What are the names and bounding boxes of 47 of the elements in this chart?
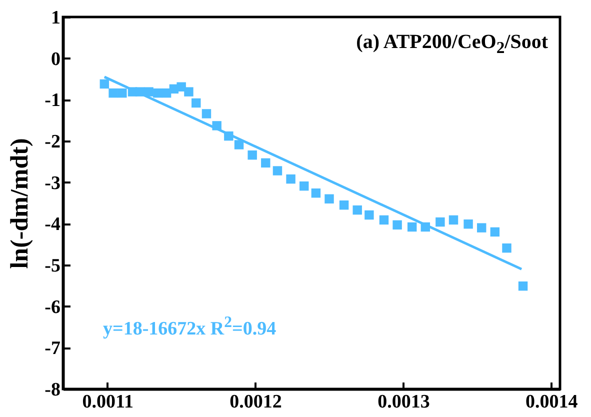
point: [502, 243, 512, 253]
point: [108, 88, 118, 98]
y-tick-label: -4: [44, 214, 61, 236]
x-tick-label: 0.0013: [378, 392, 430, 412]
y-tick-label: -7: [44, 338, 61, 360]
x-tick-label: 0.0011: [82, 392, 134, 412]
point: [311, 188, 321, 198]
point: [392, 220, 402, 230]
point: [272, 166, 282, 176]
y-tick-label: -3: [44, 172, 60, 194]
point: [176, 82, 186, 92]
y-tick-label: 0: [51, 48, 60, 70]
point: [234, 140, 244, 150]
point: [299, 181, 309, 191]
point: [476, 223, 486, 232]
x-tick-label: 0.0012: [230, 392, 282, 412]
point: [248, 150, 257, 160]
point: [407, 222, 417, 232]
point: [118, 88, 127, 98]
point: [144, 87, 154, 96]
annotation: y=18-16672x R$^{2}$=0.94: [103, 314, 276, 340]
point: [324, 194, 334, 204]
point: [286, 174, 296, 184]
point: [352, 205, 362, 215]
point: [490, 227, 500, 237]
point: [192, 98, 201, 108]
point: [518, 281, 528, 291]
y-tick-label: -1: [44, 90, 60, 112]
y-tick-label: 1: [51, 8, 60, 28]
y-axis-title: ln(-dm/mdt): [6, 138, 34, 269]
point: [436, 217, 445, 227]
point: [464, 219, 473, 229]
point: [379, 215, 389, 225]
point: [153, 88, 162, 98]
point: [448, 215, 458, 225]
x-tick-label: 0.0014: [526, 392, 578, 412]
y-tick-label: -5: [44, 256, 60, 276]
point: [339, 200, 349, 210]
point: [184, 87, 194, 96]
point: [261, 158, 270, 168]
y-tick-label: -6: [44, 296, 60, 318]
y-tick-label: -8: [44, 380, 60, 400]
point: [364, 210, 374, 220]
annotation: (a) ATP200/CeO$_{2}$/Soot: [356, 31, 548, 58]
point: [202, 109, 212, 118]
y-tick-label: -2: [44, 132, 60, 152]
point: [100, 79, 110, 89]
